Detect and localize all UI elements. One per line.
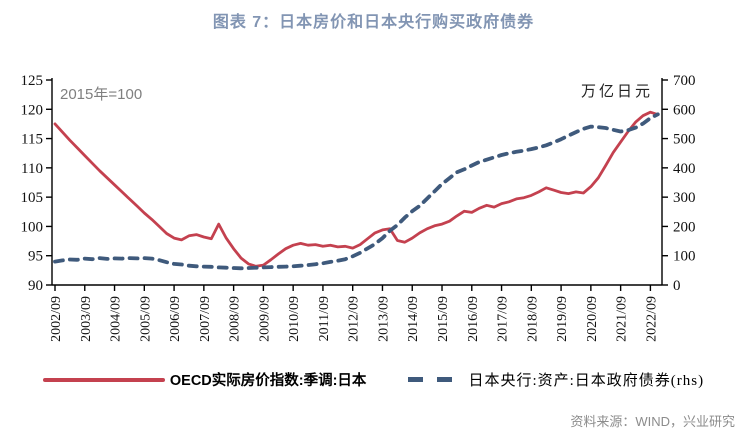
legend-dashed-line-swatch xyxy=(408,377,459,382)
svg-text:110: 110 xyxy=(21,161,43,177)
right-axis-unit-label: 万亿日元 xyxy=(580,84,653,100)
source-note: 资料来源：WIND，兴业研究 xyxy=(570,414,735,429)
house-price-line xyxy=(53,110,660,268)
svg-text:2002/09: 2002/09 xyxy=(49,296,64,342)
legend: OECD实际房价指数:季调:日本 日本央行:资产:日本政府债券(rhs) xyxy=(0,369,747,390)
svg-text:0: 0 xyxy=(673,278,681,294)
svg-text:2016/09: 2016/09 xyxy=(466,296,481,342)
legend-label-boj: 日本央行:资产:日本政府债券(rhs) xyxy=(468,373,705,389)
svg-text:120: 120 xyxy=(21,102,44,118)
boj-assets-line xyxy=(53,112,660,271)
svg-text:2013/09: 2013/09 xyxy=(376,296,391,342)
svg-text:2018/09: 2018/09 xyxy=(525,296,540,342)
svg-text:115: 115 xyxy=(21,132,43,148)
svg-text:2004/09: 2004/09 xyxy=(109,296,124,342)
svg-text:2007/09: 2007/09 xyxy=(198,296,213,342)
svg-text:300: 300 xyxy=(673,190,696,206)
svg-text:600: 600 xyxy=(673,102,696,118)
svg-text:2012/09: 2012/09 xyxy=(347,296,362,342)
svg-text:90: 90 xyxy=(28,278,43,294)
svg-text:125: 125 xyxy=(21,73,44,89)
svg-text:95: 95 xyxy=(28,249,43,265)
svg-text:2009/09: 2009/09 xyxy=(257,296,272,342)
svg-text:2008/09: 2008/09 xyxy=(228,296,243,342)
svg-text:100: 100 xyxy=(673,249,696,265)
svg-text:100: 100 xyxy=(21,219,44,235)
svg-text:2014/09: 2014/09 xyxy=(406,296,421,342)
svg-text:2011/09: 2011/09 xyxy=(317,296,332,341)
svg-text:105: 105 xyxy=(21,190,44,206)
svg-text:2022/09: 2022/09 xyxy=(644,296,659,342)
svg-text:2020/09: 2020/09 xyxy=(585,296,600,342)
svg-text:2015/09: 2015/09 xyxy=(436,296,451,342)
left-axis-unit-label: 2015年=100 xyxy=(60,86,143,103)
svg-text:2005/09: 2005/09 xyxy=(138,296,153,342)
svg-text:2010/09: 2010/09 xyxy=(287,296,302,342)
svg-text:700: 700 xyxy=(673,73,696,89)
svg-text:2003/09: 2003/09 xyxy=(79,296,94,342)
chart-title: 图表 7：日本房价和日本央行购买政府债券 xyxy=(212,14,535,31)
legend-label-house-price: OECD实际房价指数:季调:日本 xyxy=(169,373,367,389)
svg-text:2006/09: 2006/09 xyxy=(168,296,183,342)
legend-solid-line-swatch xyxy=(42,377,165,382)
svg-text:2021/09: 2021/09 xyxy=(615,296,630,342)
svg-text:400: 400 xyxy=(673,161,696,177)
svg-text:500: 500 xyxy=(673,132,696,148)
svg-text:2017/09: 2017/09 xyxy=(496,296,511,342)
svg-text:200: 200 xyxy=(673,219,696,235)
svg-text:2019/09: 2019/09 xyxy=(555,296,570,342)
